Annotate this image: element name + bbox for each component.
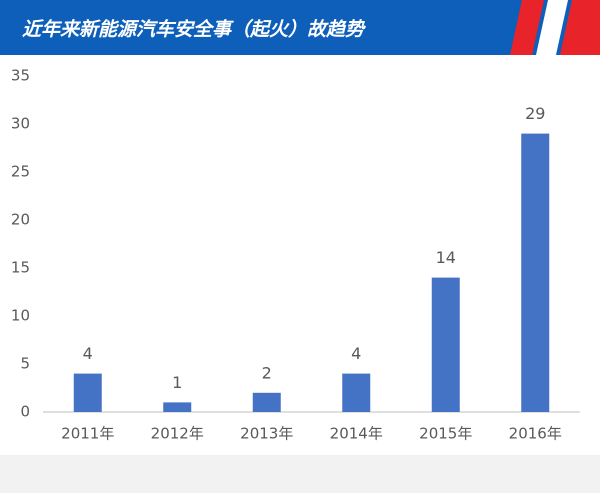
y-tick-label: 0	[20, 403, 30, 421]
value-label: 2	[262, 363, 272, 382]
value-label: 1	[172, 373, 182, 392]
stripe	[510, 0, 544, 55]
bar	[163, 402, 192, 412]
y-tick-label: 30	[11, 115, 30, 133]
bar	[252, 392, 281, 412]
x-tick-label: 2015年	[419, 425, 472, 443]
value-label: 4	[351, 344, 361, 363]
y-tick-label: 35	[11, 67, 30, 85]
header-band	[0, 0, 600, 55]
y-tick-label: 20	[11, 211, 30, 229]
value-label: 14	[436, 248, 456, 267]
bar	[73, 373, 102, 412]
x-tick-label: 2012年	[151, 425, 204, 443]
y-tick-label: 15	[11, 259, 30, 277]
y-tick-label: 10	[11, 307, 30, 325]
x-tick-label: 2011年	[61, 425, 114, 443]
y-tick-label: 25	[11, 163, 30, 181]
x-tick-label: 2014年	[330, 425, 383, 443]
x-tick-label: 2013年	[240, 425, 293, 443]
footer-band	[0, 455, 600, 493]
value-label: 29	[525, 104, 545, 123]
stripe	[560, 0, 600, 55]
y-tick-label: 5	[20, 355, 30, 373]
x-tick-label: 2016年	[509, 425, 562, 443]
stripe	[536, 0, 568, 55]
bar	[431, 277, 460, 412]
bar	[342, 373, 371, 412]
bar	[521, 133, 550, 412]
value-label: 4	[83, 344, 93, 363]
chart-title: 近年来新能源汽车安全事（起火）故趋势	[22, 19, 367, 41]
